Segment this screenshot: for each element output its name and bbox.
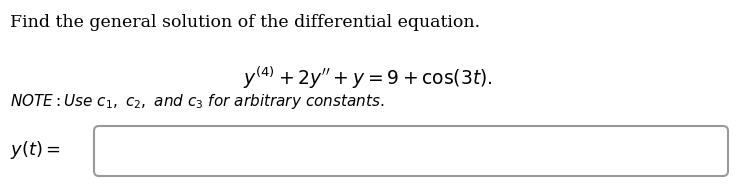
- FancyBboxPatch shape: [94, 126, 728, 176]
- Text: $\mathit{NOTE: Use\ }c_1\mathit{,\ }c_2\mathit{,\ and\ }c_3\mathit{\ for\ arbitr: $\mathit{NOTE: Use\ }c_1\mathit{,\ }c_2\…: [10, 92, 385, 111]
- Text: $y^{(4)} + 2y'' + y = 9 + \cos(3t).$: $y^{(4)} + 2y'' + y = 9 + \cos(3t).$: [243, 65, 493, 91]
- Text: $y(t) =$: $y(t) =$: [10, 139, 61, 161]
- Text: Find the general solution of the differential equation.: Find the general solution of the differe…: [10, 14, 480, 31]
